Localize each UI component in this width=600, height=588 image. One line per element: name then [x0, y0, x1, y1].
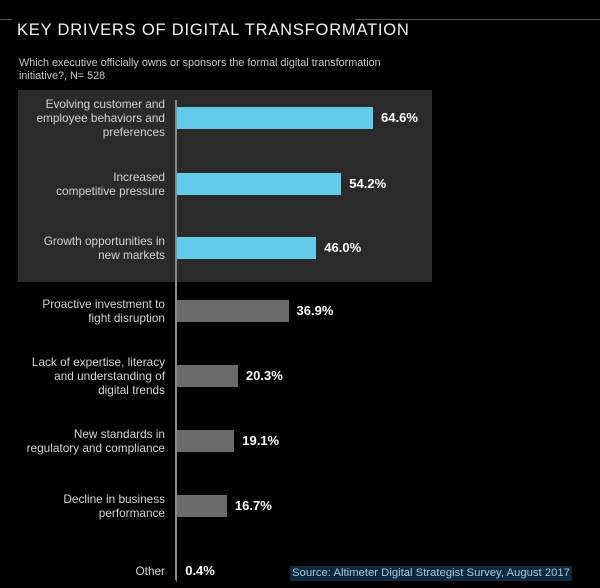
category-label: Increased competitive pressure	[56, 170, 165, 198]
y-axis-line	[175, 100, 177, 580]
bar	[176, 495, 227, 517]
value-label: 19.1%	[242, 433, 280, 448]
value-label: 20.3%	[245, 368, 283, 383]
value-label: 16.7%	[234, 498, 272, 513]
bar	[176, 430, 235, 452]
category-label: Evolving customer and employee behaviors …	[36, 97, 165, 139]
value-label: 54.2%	[349, 176, 387, 191]
bar	[176, 173, 342, 195]
category-label: Decline in business performance	[63, 492, 165, 520]
category-label: Growth opportunities in new markets	[43, 234, 165, 262]
bar	[176, 107, 374, 129]
top-rule-right	[355, 19, 600, 20]
value-label: 36.9%	[296, 303, 334, 318]
category-label: Proactive investment to fight disruption	[42, 297, 165, 325]
top-rule-left	[0, 19, 12, 20]
category-label: Other	[135, 564, 165, 578]
bar	[176, 365, 238, 387]
category-label: New standards in regulatory and complianc…	[26, 427, 165, 455]
bar	[176, 300, 289, 322]
value-label: 46.0%	[324, 240, 362, 255]
category-label: Lack of expertise, literacy and understan…	[31, 355, 165, 397]
bar	[176, 237, 317, 259]
chart-subtitle: Which executive officially owns or spons…	[19, 57, 381, 82]
source-note: Source: Altimeter Digital Strategist Sur…	[290, 566, 572, 581]
chart-title: KEY DRIVERS OF DIGITAL TRANSFORMATION	[17, 21, 410, 39]
value-label: 0.4%	[185, 563, 215, 578]
bar	[176, 560, 178, 582]
value-label: 64.6%	[381, 110, 418, 125]
